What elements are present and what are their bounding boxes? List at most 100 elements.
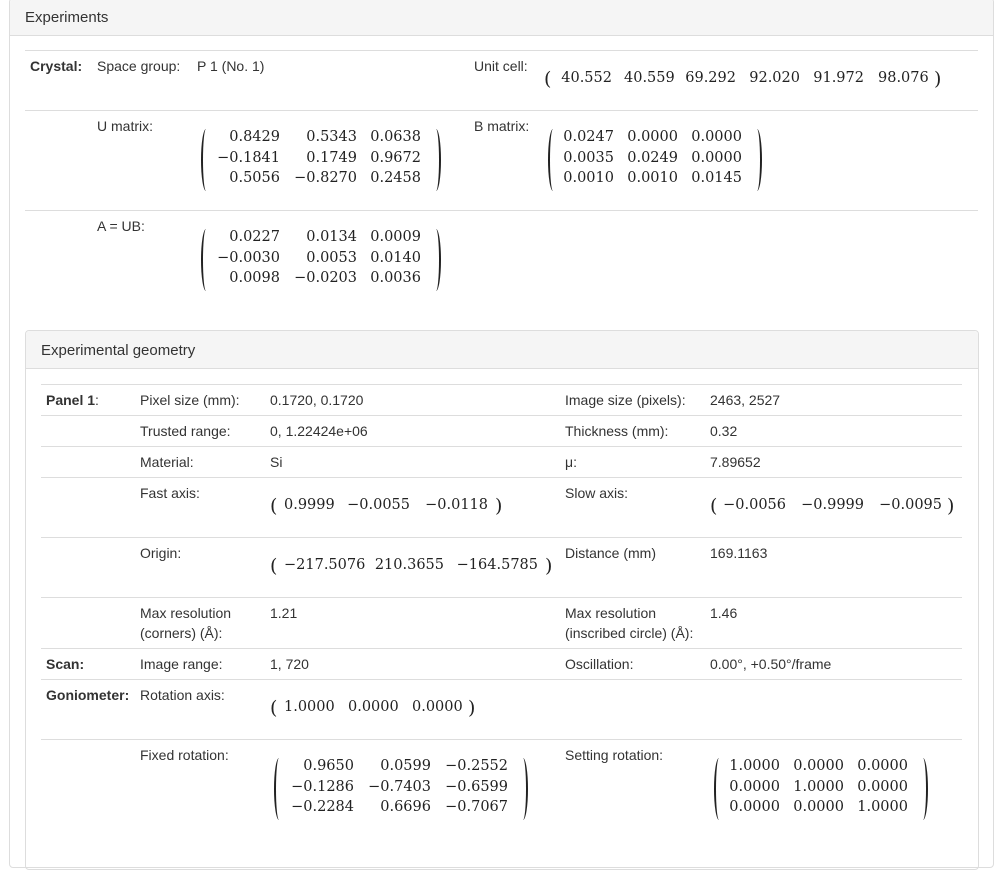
rotation-axis-vector: ( 1.0000 0.0000 0.0000 ): [270, 698, 490, 718]
slow-axis-y: −0.9999: [801, 497, 864, 513]
fast-axis-x: 0.9999: [284, 497, 335, 513]
mu-value: 7.89652: [710, 454, 761, 470]
setting-rotation-cell: 0.0000: [729, 779, 780, 795]
oscillation-label: Oscillation:: [565, 656, 634, 672]
setting-rotation-matrix: 1.0000 0.0000 0.0000 0.0000 1.0000 0.000…: [714, 758, 928, 820]
u-matrix-label: U matrix:: [97, 118, 153, 134]
b-matrix-cell: 0.0000: [691, 129, 742, 145]
a-matrix-cell: 0.0098: [229, 270, 280, 286]
divider: [41, 597, 962, 598]
b-matrix-cell: 0.0247: [563, 129, 614, 145]
unit-cell-alpha: 92.020: [749, 70, 800, 86]
divider: [41, 477, 962, 478]
b-matrix-label: B matrix:: [474, 118, 530, 134]
divider: [41, 446, 962, 447]
right-paren: [431, 129, 441, 191]
u-matrix-cell: −0.1841: [217, 150, 280, 166]
divider: [25, 50, 978, 51]
space-group-value: P 1 (No. 1): [197, 58, 265, 74]
scan-label: Scan:: [46, 656, 85, 672]
unit-cell-a: 40.552: [561, 70, 612, 86]
fixed-rotation-label: Fixed rotation:: [140, 747, 229, 763]
fixed-rotation-cell: 0.9650: [303, 758, 354, 774]
divider: [41, 537, 962, 538]
u-matrix-cell: 0.5056: [229, 170, 280, 186]
setting-rotation-cell: 0.0000: [729, 799, 780, 815]
a-matrix-cell: 0.0009: [370, 229, 421, 245]
setting-rotation-cell: 0.0000: [793, 799, 844, 815]
fixed-rotation-cell: −0.6599: [445, 779, 508, 795]
slow-axis-vector: ( −0.0056 −0.9999 −0.0095 ): [710, 496, 960, 516]
geometry-title: Experimental geometry: [41, 342, 196, 359]
divider: [25, 110, 978, 111]
a-matrix-cell: 0.0140: [370, 250, 421, 266]
fast-axis-vector: ( 0.9999 −0.0055 −0.0118 ): [270, 496, 510, 516]
right-paren: [431, 229, 441, 291]
distance-value: 169.1163: [710, 545, 768, 561]
experiments-title: Experiments: [25, 9, 109, 26]
right-paren: [518, 758, 528, 820]
setting-rotation-cell: 0.0000: [857, 779, 908, 795]
fixed-rotation-cell: 0.6696: [380, 799, 431, 815]
fast-axis-label: Fast axis:: [140, 485, 200, 501]
u-matrix-cell: 0.8429: [229, 129, 280, 145]
right-paren: [752, 129, 762, 191]
a-matrix-cell: 0.0036: [370, 270, 421, 286]
divider: [41, 648, 962, 649]
u-matrix-cell: 0.9672: [370, 150, 421, 166]
a-matrix-cell: 0.0227: [229, 229, 280, 245]
u-matrix: 0.8429 0.5343 0.0638 −0.1841 0.1749 0.96…: [201, 129, 441, 191]
trusted-range-value: 0, 1.22424e+06: [270, 423, 368, 439]
right-paren: ): [947, 495, 955, 517]
material-value: Si: [270, 454, 283, 470]
panel-label: Panel 1:: [46, 392, 99, 408]
experiments-panel-heading: Experiments: [10, 0, 993, 36]
max-res-inscribed-label: Max resolution (inscribed circle) (Å):: [565, 605, 694, 641]
setting-rotation-cell: 1.0000: [793, 779, 844, 795]
b-matrix-cell: 0.0145: [691, 170, 742, 186]
left-paren: [274, 758, 284, 820]
crystal-label: Crystal:: [30, 58, 83, 74]
material-label: Material:: [140, 454, 194, 470]
left-paren: (: [270, 495, 278, 517]
divider: [41, 384, 962, 385]
fixed-rotation-matrix: 0.9650 0.0599 −0.2552 −0.1286 −0.7403 −0…: [274, 758, 528, 820]
space-group-label: Space group:: [97, 58, 181, 74]
unit-cell-b: 40.559: [624, 70, 675, 86]
unit-cell-vector: ( 40.552 40.559 69.292 92.020 91.972 98.…: [544, 69, 944, 89]
u-matrix-cell: 0.2458: [370, 170, 421, 186]
slow-axis-x: −0.0056: [723, 497, 786, 513]
pixel-size-label: Pixel size (mm):: [140, 392, 240, 408]
divider: [41, 415, 962, 416]
u-matrix-cell: 0.1749: [306, 150, 357, 166]
unit-cell-label: Unit cell:: [474, 58, 528, 74]
image-size-value: 2463, 2527: [710, 392, 781, 408]
fixed-rotation-cell: 0.0599: [380, 758, 431, 774]
rotation-axis-z: 0.0000: [412, 699, 463, 715]
left-paren: (: [544, 68, 552, 90]
left-paren: [714, 758, 724, 820]
oscillation-value: 0.00°, +0.50°/frame: [710, 656, 832, 672]
origin-label: Origin:: [140, 545, 182, 561]
b-matrix-cell: 0.0010: [627, 170, 678, 186]
pixel-size-value: 0.1720, 0.1720: [270, 392, 364, 408]
right-paren: ): [495, 495, 503, 517]
geometry-panel: Experimental geometry: [25, 330, 979, 870]
origin-x: −217.5076: [284, 557, 366, 573]
experiments-panel: Experiments: [9, 0, 994, 868]
distance-label: Distance (mm): [565, 545, 657, 561]
a-matrix-cell: 0.0053: [306, 250, 357, 266]
b-matrix-cell: 0.0000: [691, 150, 742, 166]
origin-y: 210.3655: [374, 557, 444, 573]
right-paren: [918, 758, 928, 820]
image-range-label: Image range:: [140, 656, 223, 672]
setting-rotation-cell: 1.0000: [729, 758, 780, 774]
a-matrix-cell: 0.0134: [306, 229, 357, 245]
image-range-value: 1, 720: [270, 656, 309, 672]
unit-cell-beta: 91.972: [813, 70, 864, 86]
left-paren: (: [270, 555, 278, 577]
fixed-rotation-cell: −0.7403: [368, 779, 431, 795]
origin-vector: ( −217.5076 210.3655 −164.5785 ): [270, 556, 560, 576]
max-res-corners-value: 1.21: [270, 605, 298, 621]
u-matrix-cell: 0.5343: [306, 129, 357, 145]
